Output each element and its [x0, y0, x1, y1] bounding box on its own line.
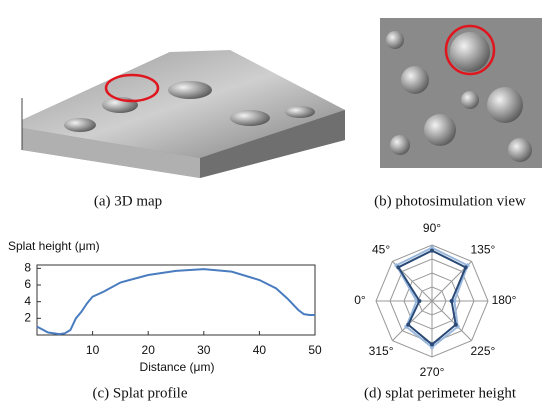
x-tick-label: 50 [308, 343, 322, 357]
x-tick-label: 10 [86, 343, 100, 357]
angle-label: 45° [372, 242, 390, 256]
radar-point [463, 265, 468, 270]
map-3d [21, 50, 345, 178]
plot-frame [36, 264, 316, 336]
x-tick-label: 20 [142, 343, 156, 357]
profile-line [36, 268, 315, 336]
caption: (a) 3D map [94, 193, 162, 209]
y-tick-label: 4 [24, 294, 31, 308]
y-axis-label: Splat height (μm) [8, 239, 100, 253]
radar-point [430, 248, 434, 253]
caption: (c) Splat profile [93, 385, 188, 401]
caption: (d) splat perimeter height [364, 385, 517, 401]
angle-label: 180° [492, 293, 517, 307]
x-axis-label: Distance (μm) [140, 360, 215, 374]
radar-point [430, 245, 434, 250]
x-tick-label: 40 [253, 343, 267, 357]
y-tick-label: 2 [24, 311, 31, 325]
radar-point [417, 299, 422, 303]
angle-label: 270° [420, 365, 445, 379]
angle-label: 90° [423, 221, 441, 235]
photo-view [380, 18, 542, 168]
radar-point [449, 299, 454, 303]
radar-point [452, 299, 457, 303]
radar-point [430, 342, 434, 347]
angle-label: 315° [369, 344, 394, 358]
radar-point [396, 265, 401, 270]
angle-label: 135° [470, 242, 495, 256]
x-tick-label: 30 [197, 343, 211, 357]
y-tick-label: 8 [24, 261, 31, 275]
radar-point [406, 322, 411, 327]
spoke [431, 300, 472, 341]
angle-label: 225° [470, 344, 495, 358]
radar-point [430, 345, 434, 350]
y-tick-label: 6 [24, 277, 31, 291]
angle-label: 0° [354, 293, 366, 307]
spoke [392, 300, 433, 341]
radar-point [453, 322, 458, 327]
caption: (b) photosimulation view [374, 193, 526, 209]
